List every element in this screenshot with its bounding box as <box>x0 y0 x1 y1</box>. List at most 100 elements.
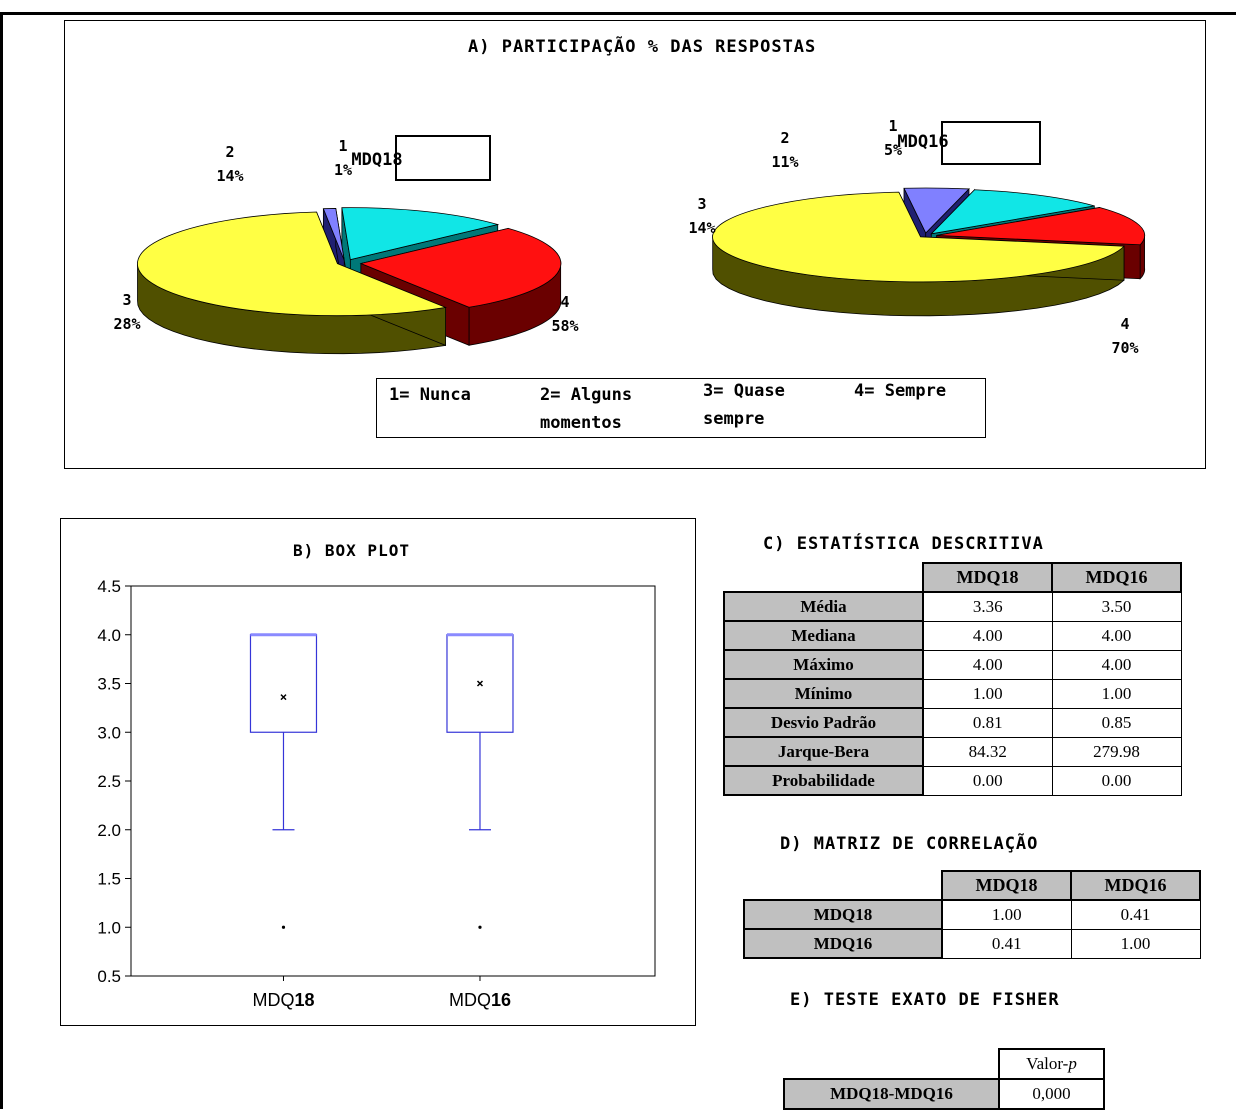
corr-row: MDQ16 0.41 1.00 <box>743 928 1201 959</box>
corr-header-mdq16: MDQ16 <box>1070 870 1201 901</box>
pie-label-percent: 58% <box>551 317 578 335</box>
panel-d-title: D) MATRIZ DE CORRELAÇÃO <box>780 834 1039 854</box>
stats-cell: 1.00 <box>1051 678 1182 709</box>
pie-title-mdq16-box <box>941 121 1041 165</box>
legend-3b: sempre <box>703 409 765 429</box>
pie-label-category: 1 <box>338 137 347 155</box>
fisher-header: Valor-p <box>998 1048 1105 1080</box>
pie-label-category: 3 <box>122 291 131 309</box>
pie-label-percent: 28% <box>113 315 140 333</box>
pie-slice-1 <box>903 187 970 234</box>
pie-slice-3 <box>359 227 562 308</box>
pie-slice-1 <box>322 208 345 261</box>
y-tick-label: 1.5 <box>97 870 121 889</box>
panel-box-plot: B) BOX PLOT 0.5 1.0 1.5 2.0 2.5 3.0 3.5 4.0 4.5 M… <box>60 518 696 1026</box>
box-iqr <box>249 634 318 733</box>
legend-4: 4= Sempre <box>854 381 947 401</box>
pie-title: MDQ18 <box>351 150 402 170</box>
stats-header-mdq18: MDQ18 <box>922 562 1053 593</box>
corr-cell: 1.00 <box>1070 928 1201 959</box>
stats-cell: 0.81 <box>922 707 1053 738</box>
stats-header-mdq16: MDQ16 <box>1051 562 1182 593</box>
descriptive-stats-table: MDQ18 MDQ16 Média 3.36 3.50 Mediana 4.00 4.00… <box>723 562 1182 796</box>
panel-c-title: C) ESTATÍSTICA DESCRITIVA <box>763 534 1044 554</box>
pie-slice-2 <box>930 189 1095 235</box>
stats-cell: 4.00 <box>1051 649 1182 680</box>
fisher-row-value: 0,000 <box>998 1078 1105 1110</box>
pie-legend: 1= Nunca 2= Alguns momentos 3= Quase sem… <box>376 378 986 438</box>
y-tick-label: 2.0 <box>97 821 121 840</box>
legend-2b: momentos <box>540 413 622 433</box>
y-tick-label: 4.5 <box>97 577 121 596</box>
y-tick-label: 2.5 <box>97 772 121 791</box>
panel-b-title: B) BOX PLOT <box>293 541 410 560</box>
box-outlier <box>478 925 482 929</box>
stats-row-label: Mínimo <box>723 678 924 709</box>
stats-row: Desvio Padrão 0.81 0.85 <box>723 707 1182 738</box>
pie-charts-svg: 11%214%328%458%MDQ18 15%211%314%470%MDQ1… <box>113 117 1146 357</box>
pie-label-category: 2 <box>780 129 789 147</box>
corr-row-label: MDQ16 <box>743 928 943 959</box>
stats-row-label: Mediana <box>723 620 924 651</box>
corr-row: MDQ18 1.00 0.41 <box>743 899 1201 930</box>
stats-cell: 279.98 <box>1051 736 1182 767</box>
panel-a-title: A) PARTICIPAÇÃO % DAS RESPOSTAS <box>468 37 817 57</box>
correlation-table: MDQ18 MDQ16 MDQ18 1.00 0.41 MDQ16 0.41 1.00 <box>743 870 1201 959</box>
stats-cell: 4.00 <box>922 620 1053 651</box>
stats-cell: 3.50 <box>1051 591 1182 622</box>
fisher-row-label: MDQ18-MDQ16 <box>783 1078 1000 1110</box>
stats-row: Média 3.36 3.50 <box>723 591 1182 622</box>
pie-label-percent: 14% <box>688 219 715 237</box>
legend-1: 1= Nunca <box>389 385 471 405</box>
pie-label-category: 4 <box>560 293 569 311</box>
y-tick-label: 0.5 <box>97 967 121 986</box>
fisher-test-table: Valor-p MDQ18-MDQ16 0,000 <box>783 1048 1105 1110</box>
stats-row-label: Desvio Padrão <box>723 707 924 738</box>
pie-label-percent: 14% <box>216 167 243 185</box>
box-mean-marker <box>280 694 287 701</box>
pie-label-percent: 70% <box>1111 339 1138 357</box>
corr-cell: 0.41 <box>941 928 1072 959</box>
box-MDQ16: MDQ16 <box>446 633 514 1010</box>
stats-row: Probabilidade 0.00 0.00 <box>723 765 1182 796</box>
stats-row-label: Média <box>723 591 924 622</box>
y-tick-label: 3.5 <box>97 675 121 694</box>
corr-header-mdq18: MDQ18 <box>941 870 1072 901</box>
pie-label-category: 3 <box>697 195 706 213</box>
stats-cell: 0.85 <box>1051 707 1182 738</box>
stats-cell: 1.00 <box>922 678 1053 709</box>
stats-cell: 3.36 <box>922 591 1053 622</box>
stats-row-label: Jarque-Bera <box>723 736 924 767</box>
pie-label-percent: 1% <box>334 161 352 179</box>
pie-slice-4 <box>712 191 1125 283</box>
y-tick-label: 3.0 <box>97 723 121 742</box>
panel-e-title: E) TESTE EXATO DE FISHER <box>790 990 1060 1010</box>
box-plot-frame <box>130 585 656 977</box>
pie-label-category: 1 <box>888 117 897 135</box>
stats-row-label: Máximo <box>723 649 924 680</box>
pie-label-percent: 5% <box>884 141 902 159</box>
y-tick-label: 1.0 <box>97 918 121 937</box>
pie-mdq16: 1 5% 2 11% 3 14% 4 70% MDQ16 <box>688 117 1146 357</box>
corr-row-label: MDQ18 <box>743 899 943 930</box>
legend-3a: 3= Quase <box>703 381 785 401</box>
corr-cell: 1.00 <box>941 899 1072 930</box>
legend-2a: 2= Alguns <box>540 385 633 405</box>
x-tick-label: MDQ16 <box>449 990 511 1010</box>
x-tick-label: MDQ18 <box>252 990 314 1010</box>
y-tick-label: 4.0 <box>97 626 121 645</box>
pie-slice-3 <box>936 207 1146 246</box>
stats-row: Máximo 4.00 4.00 <box>723 649 1182 680</box>
box-MDQ18: MDQ18 <box>249 633 318 1010</box>
pie-mdq18: 1 1% 2 14% 3 28% 4 58% MDQ18 <box>113 137 579 355</box>
stats-cell: 0.00 <box>922 765 1053 796</box>
stats-cell: 84.32 <box>922 736 1053 767</box>
pie-title: MDQ16 <box>897 132 948 152</box>
stats-cell: 4.00 <box>1051 620 1182 651</box>
stats-row: Mediana 4.00 4.00 <box>723 620 1182 651</box>
stats-cell: 4.00 <box>922 649 1053 680</box>
panel-pie-charts: A) PARTICIPAÇÃO % DAS RESPOSTAS 1 1% 2 14% 3… <box>64 20 1206 469</box>
pie-label-category: 4 <box>1120 315 1129 333</box>
frame-top-border <box>0 12 1236 15</box>
stats-row: Mínimo 1.00 1.00 <box>723 678 1182 709</box>
